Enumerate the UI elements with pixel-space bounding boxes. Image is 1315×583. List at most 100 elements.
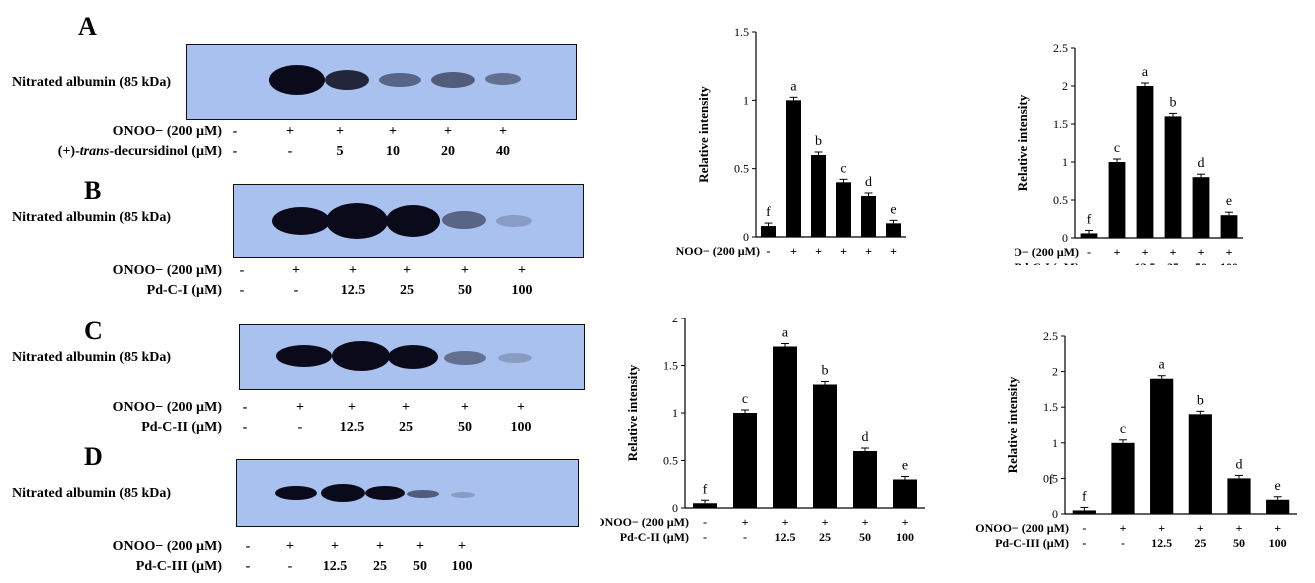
significance-letter: f: [1087, 212, 1092, 227]
bar: [1136, 86, 1154, 238]
treatment-cell: 50: [859, 530, 871, 544]
bar: [1108, 162, 1126, 238]
treatment-cell: 12.5: [1151, 536, 1172, 550]
y-tick-label: 1: [672, 406, 678, 420]
y-tick-label: 0.5: [1053, 193, 1068, 207]
significance-letter: e: [890, 202, 896, 217]
band: [325, 70, 369, 90]
bar: [693, 503, 717, 508]
row1-label-b: ONOO− (200 µM): [112, 263, 222, 278]
treatment-cell: 25: [373, 559, 387, 574]
western-blot-c: [239, 324, 585, 390]
treatment-cell: -: [743, 530, 747, 544]
treatment-cell: -: [287, 144, 293, 159]
treatment-cell: 10: [386, 144, 400, 159]
treatment-cell: +: [518, 263, 526, 278]
treatment-cell: +: [1142, 245, 1149, 259]
treatment-cell: +: [902, 515, 909, 529]
significance-letter: e: [902, 459, 908, 474]
bar: [836, 182, 851, 237]
treatment-cell: 50: [458, 420, 472, 435]
significance-letter: a: [782, 326, 789, 341]
bar: [1188, 414, 1212, 514]
significance-letter: d: [1198, 156, 1205, 171]
treatment-cell: +: [402, 400, 410, 415]
bar: [1266, 499, 1290, 514]
treatment-cell: -: [1082, 536, 1086, 550]
y-tick-label: 0: [743, 230, 749, 244]
significance-letter: e: [1226, 194, 1232, 209]
y-tick-label: 1.5: [1043, 400, 1058, 414]
treatment-cell: +: [1274, 521, 1281, 535]
band: [451, 492, 475, 498]
treatment-cell: +: [461, 263, 469, 278]
significance-letter: f: [703, 482, 708, 497]
treatment-cell: -: [245, 539, 251, 554]
band: [388, 345, 438, 369]
treatment-cell: +: [865, 244, 872, 257]
y-tick-label: 1.5: [663, 359, 678, 373]
row2-label-a: (+)-trans-decursidinol (µM): [58, 144, 222, 160]
treatment-cell: +: [815, 244, 822, 257]
row2-label: Pd-C-I (µM): [1015, 260, 1079, 265]
treatment-cell: +: [331, 539, 339, 554]
significance-letter: d: [1236, 457, 1243, 472]
treatment-cell: -: [1087, 245, 1091, 259]
treatment-cell: +: [296, 400, 304, 415]
y-tick-label: 0: [672, 501, 678, 515]
significance-letter-extra: f: [1049, 473, 1054, 488]
row2-label-prefix: (+)-: [57, 144, 80, 159]
row1-label: ONOO− (200 µM): [1015, 245, 1079, 259]
blot-label-b: Nitrated albumin (85 kDa): [12, 210, 172, 225]
band: [332, 341, 390, 371]
y-tick-label: 2: [672, 318, 678, 325]
treatment-cell: -: [703, 515, 707, 529]
significance-letter: f: [766, 205, 771, 220]
row1-label-a: ONOO− (200 µM): [112, 124, 222, 139]
bar: [811, 155, 826, 237]
treatment-cell: -: [703, 530, 707, 544]
treatment-cell: +: [416, 539, 424, 554]
bar: [1227, 478, 1251, 514]
y-tick-label: 2.5: [1053, 41, 1068, 55]
band: [379, 73, 421, 87]
blot-label-c: Nitrated albumin (85 kDa): [12, 350, 172, 365]
bar: [861, 196, 876, 237]
bar: [1080, 233, 1098, 238]
bar: [1192, 177, 1210, 238]
treatment-cell: +: [403, 263, 411, 278]
y-tick-label: 1: [743, 93, 749, 107]
y-tick-label: 1: [1052, 436, 1058, 450]
treatment-cell: +: [1197, 521, 1204, 535]
significance-letter: b: [815, 134, 822, 149]
band: [498, 353, 532, 363]
panel-letter-b: B: [84, 176, 102, 205]
treatment-cell: 100: [1269, 536, 1287, 550]
row1-label-c: ONOO− (200 µM): [112, 400, 222, 415]
western-blot-d: [236, 459, 579, 527]
panel-letter-d: D: [84, 442, 103, 471]
bar: [761, 226, 776, 237]
y-axis-label: Relative intensity: [625, 364, 640, 461]
treatment-cell: +: [286, 124, 294, 139]
band: [276, 345, 332, 367]
y-tick-label: 2: [1062, 79, 1068, 93]
significance-letter: d: [865, 175, 872, 190]
y-axis-label: Relative intensity: [1005, 376, 1020, 473]
band: [326, 203, 388, 239]
significance-letter: d: [862, 430, 869, 445]
y-tick-label: 1.5: [734, 25, 749, 39]
y-tick-label: 0.5: [663, 454, 678, 468]
treatment-cell: +: [499, 124, 507, 139]
treatment-cell: +: [444, 124, 452, 139]
y-axis-label: Relative intensity: [1015, 94, 1030, 191]
treatment-cell: +: [1170, 245, 1177, 259]
row1-label: ONOO− (200 µM): [600, 515, 689, 529]
panel-letter-c: C: [84, 316, 103, 345]
bar: [786, 100, 801, 237]
row2-label-d: Pd-C-III (µM): [135, 559, 222, 574]
bar: [773, 346, 797, 508]
row2-label-b: Pd-C-I (µM): [146, 283, 222, 298]
bar: [1150, 378, 1174, 514]
treatment-cell: 50: [1195, 260, 1207, 265]
